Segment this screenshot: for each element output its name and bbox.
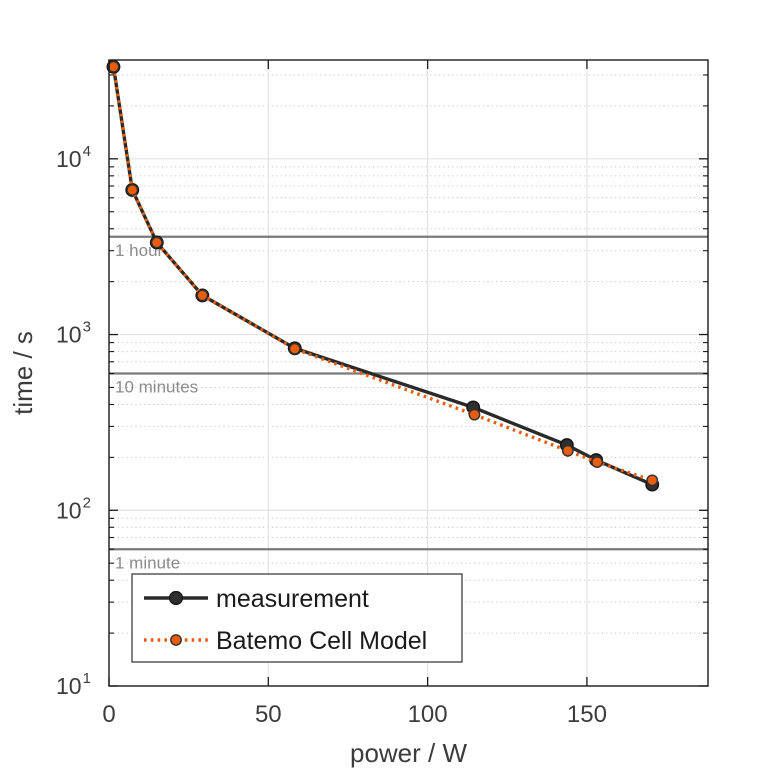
legend-label-model: Batemo Cell Model	[216, 627, 427, 655]
legend-label-measurement: measurement	[216, 585, 369, 613]
y-axis-label: time / s	[8, 331, 38, 415]
y-tick-label: 101	[56, 670, 91, 699]
model-marker	[591, 456, 604, 468]
y-tick-label: 103	[56, 319, 91, 348]
model-line	[111, 66, 653, 483]
legend-box	[131, 573, 463, 663]
x-tick-label: 100	[408, 701, 448, 728]
x-tick-label: 50	[255, 701, 282, 728]
legend-marker-model	[170, 634, 182, 646]
model-marker	[126, 184, 139, 196]
model-marker	[468, 408, 481, 421]
y-tick-label: 104	[56, 143, 91, 172]
model-marker	[561, 444, 574, 457]
y-tick-label: 102	[56, 494, 91, 523]
reference-line-label: 1 minute	[115, 553, 180, 572]
model-marker	[150, 236, 163, 249]
x-tick-label: 150	[567, 701, 607, 728]
model-marker	[646, 474, 659, 487]
legend-marker-measurement	[168, 590, 184, 606]
reference-line-label: 10 minutes	[115, 378, 198, 397]
model-marker	[107, 60, 120, 73]
model-marker	[288, 342, 301, 355]
x-tick-label: 0	[102, 701, 115, 728]
model-marker	[196, 289, 209, 302]
measurement-line	[111, 65, 654, 487]
x-axis-label: power / W	[350, 738, 467, 768]
